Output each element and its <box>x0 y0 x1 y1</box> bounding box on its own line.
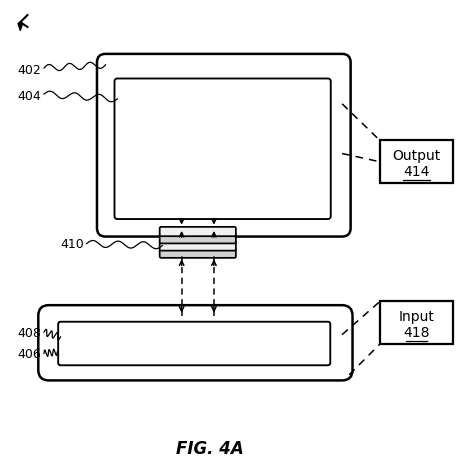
FancyBboxPatch shape <box>159 235 236 244</box>
Text: Input: Input <box>399 310 435 324</box>
Text: 404: 404 <box>18 90 41 103</box>
Text: 414: 414 <box>404 165 430 179</box>
Text: 402: 402 <box>18 64 41 77</box>
FancyBboxPatch shape <box>159 228 236 237</box>
Text: FIG. 4A: FIG. 4A <box>176 439 244 457</box>
FancyBboxPatch shape <box>58 322 330 366</box>
FancyBboxPatch shape <box>115 79 331 219</box>
FancyBboxPatch shape <box>97 55 351 237</box>
Text: Output: Output <box>393 149 441 163</box>
Bar <box>380 302 453 344</box>
FancyBboxPatch shape <box>38 306 353 381</box>
Text: 410: 410 <box>60 238 84 251</box>
Polygon shape <box>18 24 23 31</box>
Bar <box>380 141 453 184</box>
Text: 406: 406 <box>18 347 41 360</box>
FancyBboxPatch shape <box>159 249 236 258</box>
FancyBboxPatch shape <box>159 242 236 251</box>
Text: 418: 418 <box>403 326 430 339</box>
Text: 408: 408 <box>18 326 41 339</box>
